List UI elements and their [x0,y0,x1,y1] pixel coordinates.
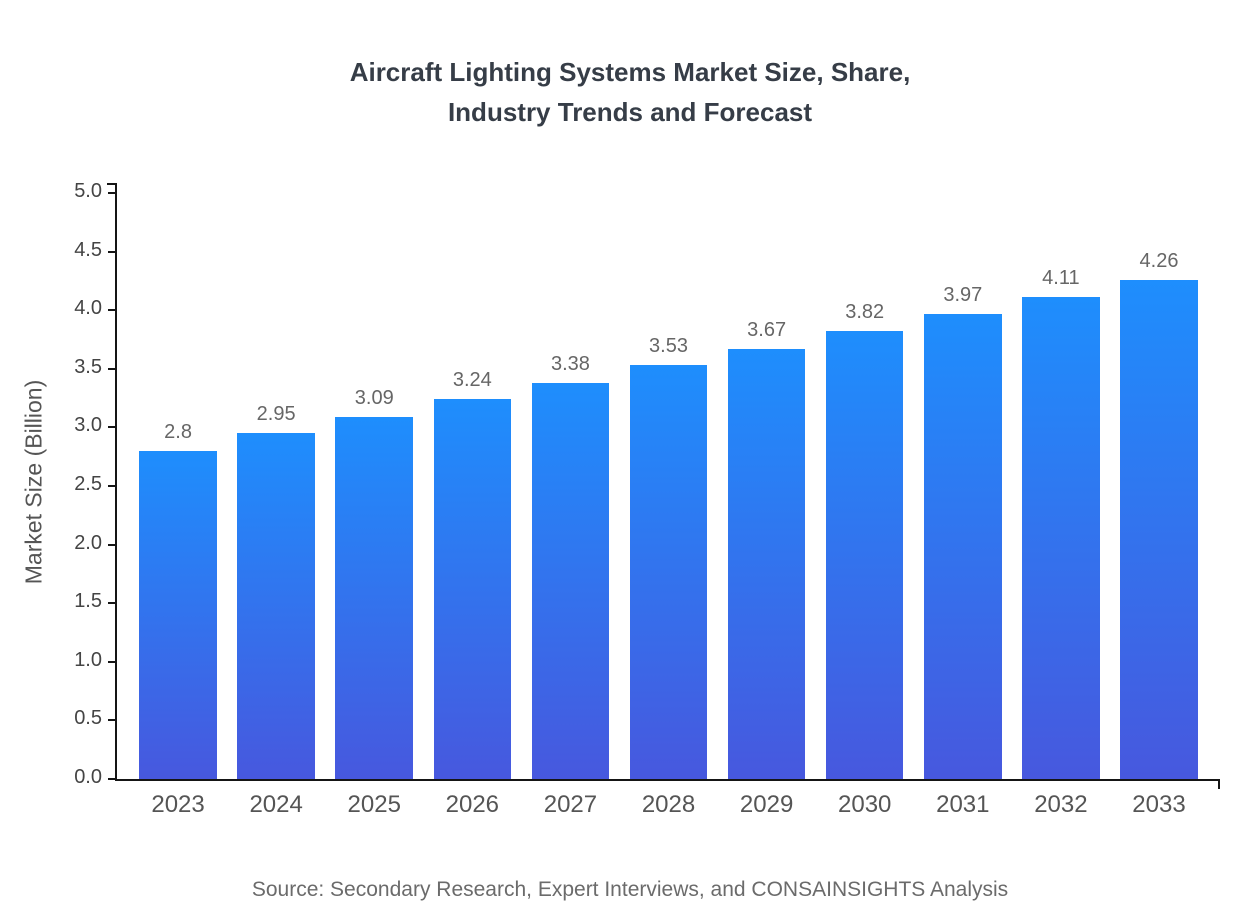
bar-value-label: 3.38 [550,353,590,375]
x-tick-label: 2026 [445,791,500,818]
bar-group: 3.53 [619,335,717,779]
x-tick-label: 2032 [1034,791,1088,818]
y-tick-label: 4.0 [74,297,102,320]
y-tick-mark [108,543,117,546]
x-tick-label: 2027 [543,791,598,818]
bar-value-label: 3.09 [354,387,394,409]
y-tick-mark [108,309,117,312]
bar [433,399,512,779]
bar-group: 4.26 [1110,250,1208,779]
bar [139,451,217,779]
bar [1022,297,1100,779]
bar-group: 3.67 [718,319,816,779]
bar-group: 3.09 [325,387,423,779]
x-axis-labels: 2023 2024 2025 2026 2027 2028 2029 2030 2031 2032… [117,791,1220,819]
y-tick-mark [108,778,117,780]
bar-group: 3.38 [521,353,619,779]
y-tick-label: 2.0 [74,531,102,554]
chart-title: Aircraft Lighting Systems Market Size, S… [0,52,1260,132]
y-tick-label: 4.5 [74,238,102,261]
bar-value-label: 3.67 [747,319,787,341]
bar-value-label: 4.11 [1042,267,1080,289]
y-tick-mark [108,367,117,370]
bar-value-label: 3.24 [452,369,492,391]
y-tick-label: 1.5 [74,590,102,613]
y-tick-label: 3.0 [74,414,102,437]
bar [531,383,610,779]
x-tick-label: 2033 [1132,791,1186,818]
bar-value-label: 4.26 [1139,250,1179,272]
bar [237,433,315,779]
chart-title-line2: Industry Trends and Forecast [447,97,813,127]
x-tick-label: 2024 [249,791,303,818]
y-tick-label: 1.0 [74,648,102,671]
bar [727,349,806,779]
y-tick-mark [108,426,117,429]
bar [825,331,904,779]
bar-group: 2.8 [129,421,227,779]
y-tick-mark [108,719,117,722]
bar-value-label: 2.8 [164,421,192,443]
x-tick-label: 2031 [936,791,990,818]
bar [335,417,413,779]
y-tick-mark [108,250,117,253]
y-axis-title: Market Size (Billion) [20,379,47,585]
bar [629,365,708,779]
y-tick-label: 0.5 [74,707,102,730]
bar-value-label: 3.82 [845,301,885,323]
x-tick-label: 2028 [641,791,696,818]
plot-area: 0.0 0.5 1.0 1.5 2.0 2.5 3.0 3.5 4.0 4.5 5.0 2.8 2.9… [74,180,1220,818]
y-tick-mark [108,660,117,663]
y-tick-label: 5.0 [74,180,102,202]
bar-group: 3.97 [914,284,1012,779]
bar [1120,280,1198,779]
chart-title-line1: Aircraft Lighting Systems Market Size, S… [349,57,911,87]
bar-value-label: 3.97 [943,284,983,306]
x-tick-label: 2023 [151,791,205,818]
y-axis-end-tick [107,183,117,185]
y-tick-mark [108,485,117,487]
y-tick-mark [108,192,117,194]
y-tick-label: 0.0 [74,766,102,788]
x-tick-label: 2029 [739,791,794,818]
y-tick-label: 3.5 [74,355,102,378]
x-axis-end-tick [1218,779,1220,789]
bars-container: 2.8 2.95 3.09 3.24 3.38 3.53 3.67 3.82 3.97 4.11 4… [117,183,1220,779]
source-note: Source: Secondary Research, Expert Inter… [251,878,1009,901]
bar-group: 3.24 [423,369,521,779]
y-tick-label: 2.5 [74,473,102,495]
bar-group: 2.95 [227,403,325,779]
x-tick-label: 2030 [838,791,892,818]
bar-group: 4.11 [1012,267,1110,779]
x-tick-label: 2025 [347,791,401,818]
bar-group: 3.82 [816,301,914,779]
bar [924,314,1002,779]
y-tick-mark [108,602,117,605]
bar-value-label: 2.95 [256,403,296,425]
bar-value-label: 3.53 [649,335,688,357]
